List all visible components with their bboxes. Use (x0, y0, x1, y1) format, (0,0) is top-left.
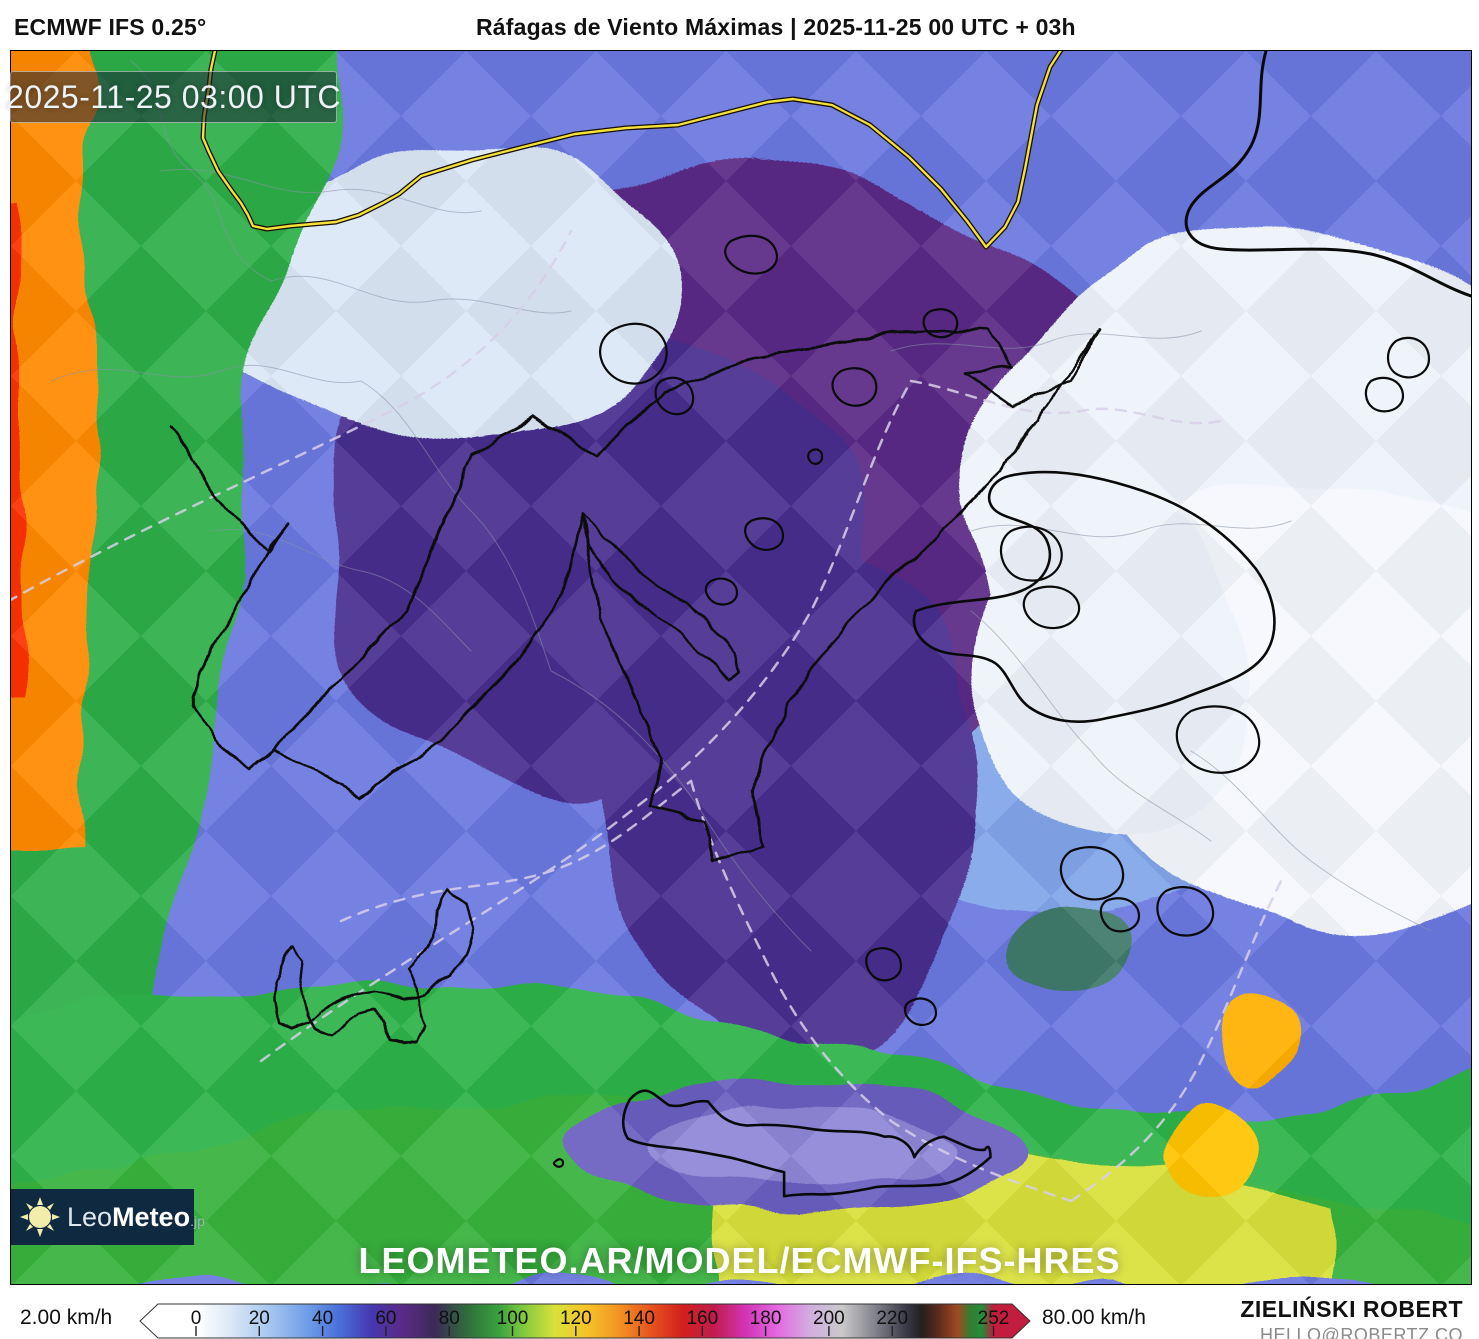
svg-text:180: 180 (750, 1308, 782, 1329)
svg-text:0: 0 (191, 1308, 202, 1329)
svg-text:80: 80 (439, 1308, 460, 1329)
svg-text:60: 60 (375, 1308, 396, 1329)
svg-text:252: 252 (978, 1308, 1010, 1329)
svg-text:100: 100 (497, 1308, 529, 1329)
svg-text:20: 20 (249, 1308, 270, 1329)
svg-text:140: 140 (623, 1308, 655, 1329)
svg-text:220: 220 (876, 1308, 908, 1329)
svg-text:200: 200 (813, 1308, 845, 1329)
svg-text:40: 40 (312, 1308, 333, 1329)
svg-text:160: 160 (686, 1308, 718, 1329)
svg-text:120: 120 (560, 1308, 592, 1329)
